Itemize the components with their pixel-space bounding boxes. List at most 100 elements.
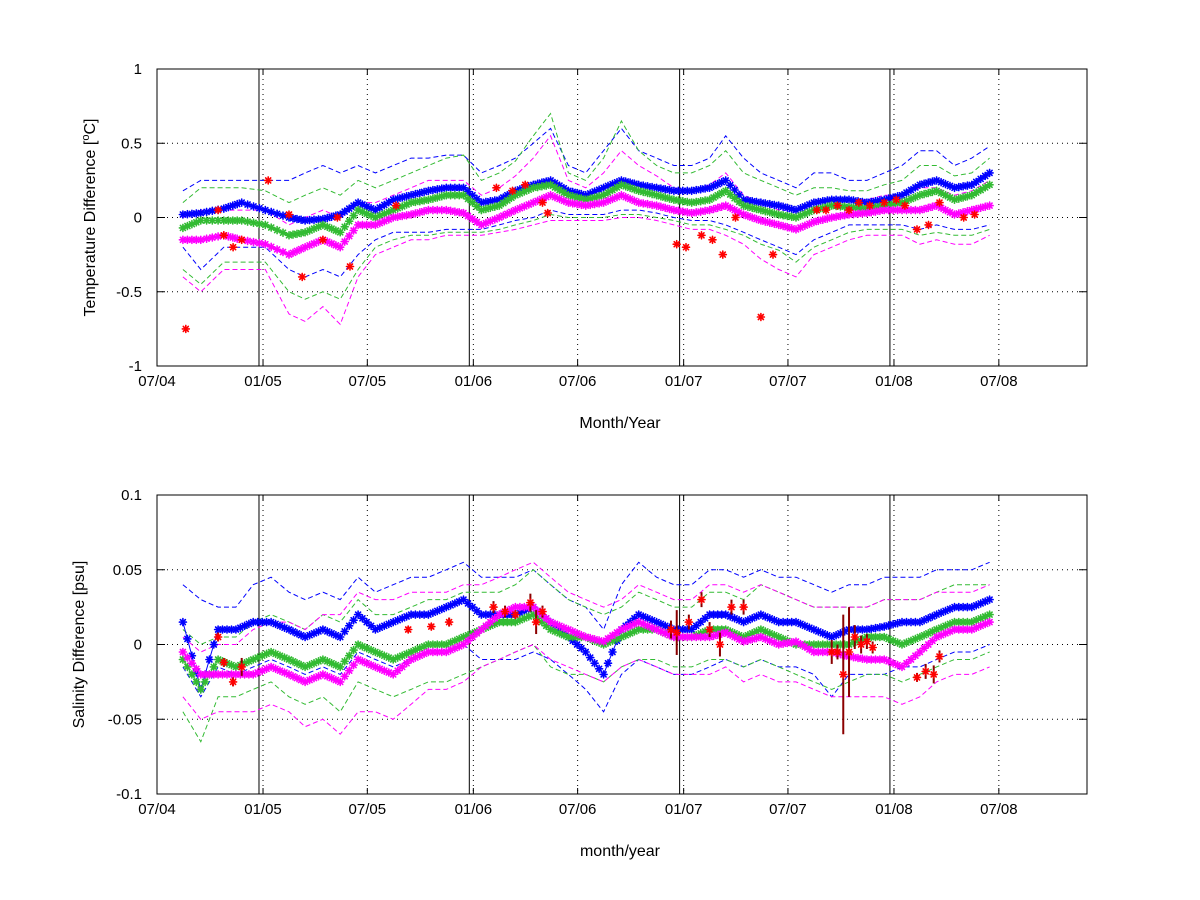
temperature-observation-point: [391, 201, 401, 210]
temperature-series-point-stroke: [692, 186, 700, 194]
temperature-series-point-stroke: [538, 183, 546, 190]
salinity-series-point-stroke: [657, 620, 665, 628]
temperature-series-point: [721, 186, 731, 196]
temperature-observation-point-stroke: [813, 206, 821, 214]
temperature-observation-point: [900, 201, 910, 210]
temperature-series-point-stroke: [688, 187, 696, 195]
temperature-series-point-stroke: [332, 227, 340, 234]
salinity-series-point-stroke: [276, 622, 284, 630]
salinity-series-point-stroke: [797, 620, 804, 628]
temperature-series-point-stroke: [345, 232, 353, 240]
temperature-series-point-stroke: [197, 217, 205, 224]
salinity-series-point: [218, 670, 227, 679]
salinity-series-point: [813, 640, 823, 649]
temperature-observation-point: [833, 201, 842, 210]
salinity-series-point-stroke: [285, 626, 293, 633]
temperature-series-point-stroke: [267, 208, 275, 216]
salinity-series-point-stroke: [385, 654, 393, 661]
temperature-series-point-stroke: [306, 216, 313, 224]
salinity-series-point: [178, 647, 188, 657]
salinity-series-point: [621, 630, 631, 640]
salinity-series-point-stroke: [179, 618, 187, 626]
temperature-series-point: [459, 183, 468, 193]
temperature-observation-point-stroke: [285, 211, 293, 218]
temperature-observation-point: [538, 198, 547, 207]
temperature-series-point-stroke: [631, 197, 638, 205]
temperature-observation-point-stroke: [392, 202, 400, 209]
salinity-series-point: [340, 627, 350, 636]
temperature-series-point-stroke: [556, 195, 563, 203]
temperature-series-point: [249, 202, 258, 211]
temperature-series-point: [213, 232, 223, 241]
salinity-series-point-stroke: [582, 648, 590, 656]
temperature-series-point-stroke: [595, 200, 603, 207]
salinity-series-point-stroke: [889, 637, 897, 645]
temperature-observation-point-stroke: [971, 211, 978, 218]
salinity-series-point-stroke: [885, 635, 892, 643]
temperature-series-point-stroke: [336, 243, 344, 251]
temperature-series-point-stroke: [977, 186, 985, 194]
salinity-series-point-stroke: [372, 648, 379, 656]
temperature-observation-point: [865, 201, 875, 210]
temperature-series-point: [564, 198, 573, 207]
temperature-series-point-stroke: [547, 181, 554, 189]
temperature-series-point-stroke: [341, 238, 349, 245]
salinity-series-point-stroke: [367, 622, 375, 630]
temperature-series-point: [249, 237, 258, 247]
salinity-series-point-stroke: [223, 671, 231, 678]
temperature-series-point-stroke: [722, 177, 730, 184]
temperature-series-point-stroke: [986, 202, 993, 209]
salinity-series-point-stroke: [872, 624, 879, 632]
temperature-series-point-stroke: [289, 231, 297, 238]
temperature-series-point-stroke: [609, 186, 616, 194]
salinity-series-point: [594, 664, 604, 674]
temperature-series-point-stroke: [412, 198, 419, 206]
temperature-series-point-stroke: [731, 194, 738, 202]
temperature-series-point-stroke: [220, 217, 228, 224]
temperature-series-point-stroke: [937, 178, 945, 186]
temperature-series-point-stroke: [244, 218, 251, 225]
temperature-series-point-stroke: [256, 204, 263, 212]
salinity-series-point: [183, 634, 192, 644]
temperature-series-point: [673, 186, 683, 196]
salinity-series-point: [459, 595, 468, 604]
salinity-series-point-stroke: [863, 626, 871, 633]
temperature-series-point: [687, 186, 697, 196]
temperature-observation-point-stroke: [682, 243, 690, 251]
temperature-series-point-stroke: [244, 201, 251, 208]
temperature-observation-point: [237, 235, 246, 245]
temperature-series-point: [971, 188, 981, 197]
temperature-series-point: [335, 228, 345, 237]
temperature-series-point-stroke: [731, 206, 738, 214]
temperature-series-point-stroke: [508, 194, 515, 202]
salinity-series-point-stroke: [197, 686, 205, 693]
temperature-series-point-stroke: [968, 181, 976, 189]
salinity-series-point-stroke: [328, 659, 335, 667]
temperature-series-point-stroke: [735, 191, 743, 199]
temperature-series-point-stroke: [876, 207, 884, 215]
salinity-series-point-stroke: [206, 656, 213, 663]
temperature-x-tick-label: 01/08: [875, 373, 913, 390]
salinity-series-point-stroke: [867, 625, 875, 633]
temperature-series-point: [967, 180, 977, 190]
temperature-series-point-stroke: [193, 236, 200, 244]
temperature-x-tick-label: 07/04: [138, 373, 176, 390]
temperature-series-point-stroke: [937, 189, 945, 197]
temperature-observation-point: [181, 324, 191, 334]
salinity-series-point-stroke: [770, 631, 778, 639]
salinity-series-point-stroke: [648, 616, 656, 624]
temperature-observation-point-stroke: [346, 263, 354, 270]
salinity-series-point-stroke: [297, 631, 305, 639]
temperature-series-point-stroke: [859, 210, 866, 217]
temperature-series-point-stroke: [315, 216, 322, 223]
salinity-series-point: [590, 658, 599, 668]
temperature-series-point-stroke: [323, 223, 331, 231]
salinity-series-point-stroke: [894, 639, 901, 646]
temperature-series-point-stroke: [336, 229, 344, 236]
salinity-series-point-stroke: [319, 626, 327, 633]
salinity-series-point: [432, 640, 442, 649]
temperature-observation-point-stroke: [925, 221, 932, 229]
temperature-x-tick-label: 01/07: [665, 373, 703, 390]
temperature-series-point-stroke: [469, 215, 476, 223]
temperature-series-point-stroke: [209, 234, 216, 241]
